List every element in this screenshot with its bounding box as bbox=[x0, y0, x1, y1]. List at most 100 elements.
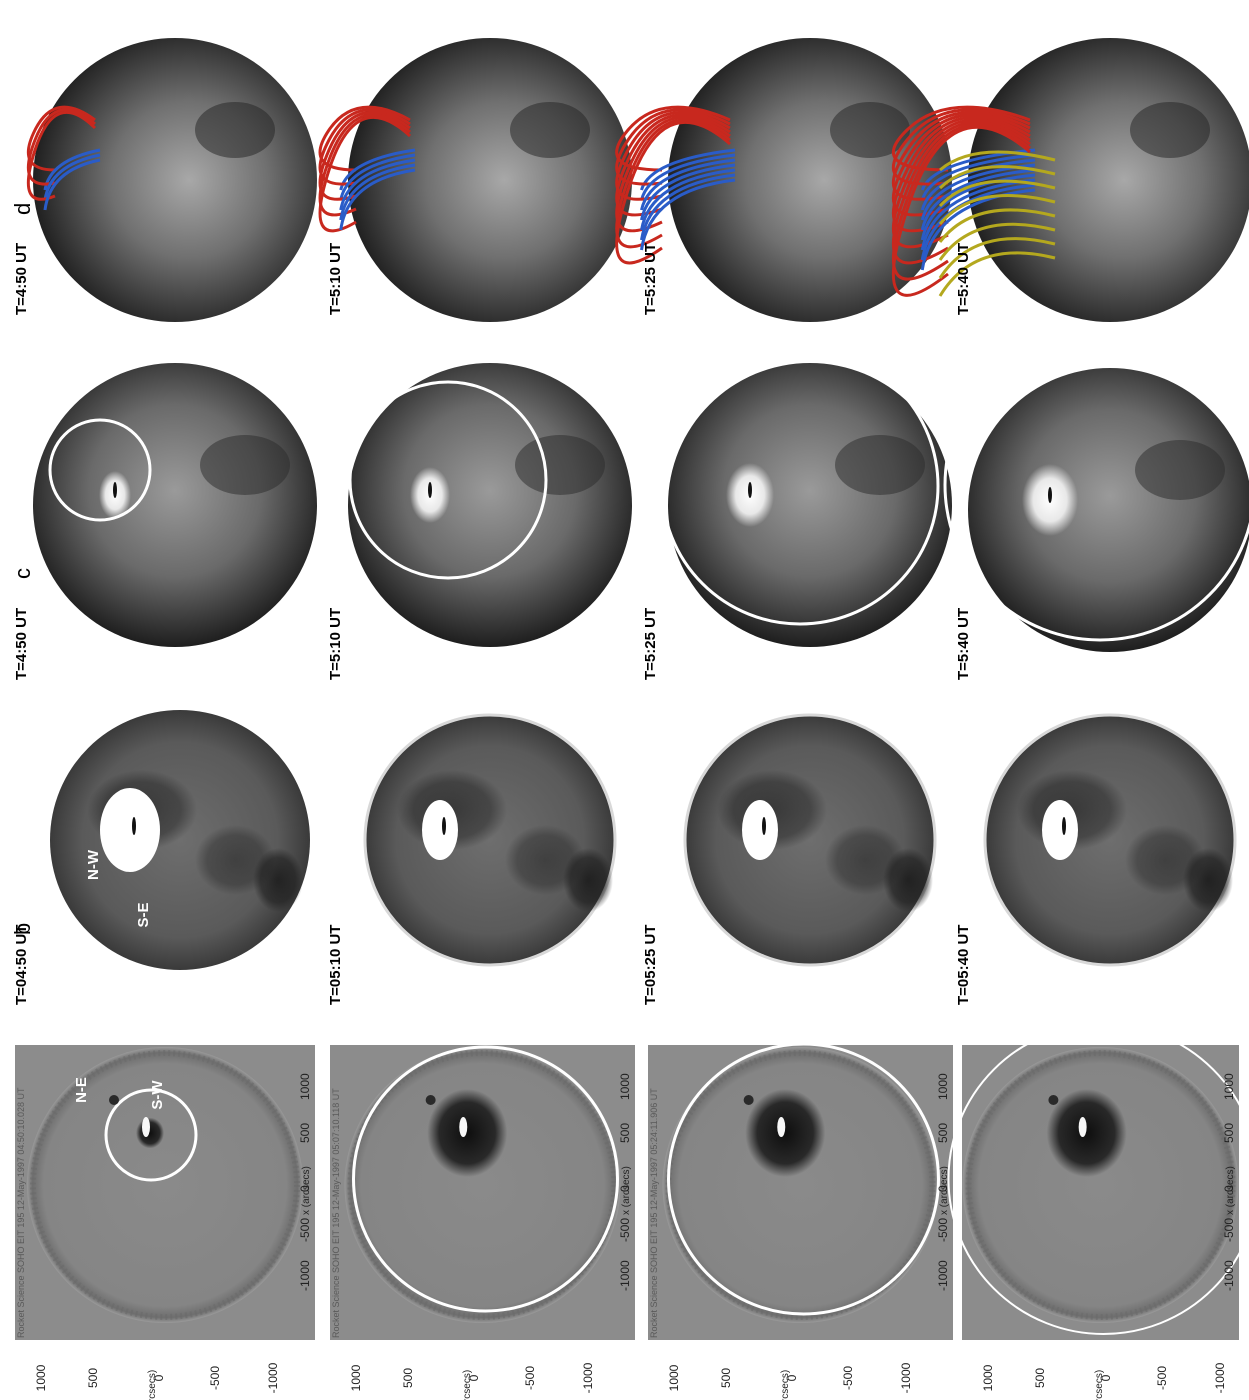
time-label: T=5:40 UT bbox=[955, 243, 972, 315]
region-center bbox=[428, 482, 432, 498]
eit-panel-3: Rocket Science SOHO EIT 195 12-May-1997 … bbox=[648, 1042, 953, 1400]
panel-letter-b: b bbox=[10, 923, 35, 935]
x-tick-label: 0 bbox=[618, 1185, 632, 1192]
limb-noise bbox=[347, 1050, 618, 1320]
dark-feature bbox=[830, 102, 910, 158]
time-label: T=5:10 UT bbox=[327, 608, 344, 680]
eit-axis-strip bbox=[648, 1340, 953, 1392]
dimming-region bbox=[136, 1117, 164, 1149]
limb-speck bbox=[743, 1095, 754, 1105]
flux-rope-line bbox=[891, 120, 1031, 265]
x-axis-title: x (arcsecs) bbox=[621, 1166, 632, 1215]
bright-core bbox=[1042, 800, 1078, 860]
ambient-field-line bbox=[920, 178, 1036, 251]
solar-disk bbox=[662, 1047, 939, 1323]
annotation-sw: S-W bbox=[149, 1080, 166, 1110]
limb-noise bbox=[30, 1050, 300, 1320]
region-center bbox=[1048, 487, 1052, 503]
wave-front-circle bbox=[48, 418, 152, 522]
column-c-simulated-spheres: T=4:50 UT T=5:10 UT T=5:25 UT T=5:40 UT bbox=[13, 328, 1249, 680]
panel-letter-c: c bbox=[10, 568, 35, 579]
dark-feature bbox=[510, 102, 590, 158]
limb-dark-patch bbox=[883, 848, 933, 912]
ambient-field-line bbox=[640, 178, 736, 251]
dark-feature bbox=[835, 435, 925, 495]
ambient-field-line bbox=[920, 173, 1036, 241]
sphere bbox=[668, 363, 952, 647]
x-tick-label: -500 bbox=[1222, 1218, 1236, 1242]
y-tick-label: -500 bbox=[523, 1366, 537, 1390]
sphere bbox=[33, 363, 317, 647]
open-field-line bbox=[938, 165, 1056, 190]
wave-front-circle bbox=[943, 328, 1249, 642]
x-tick-label: -500 bbox=[936, 1218, 950, 1242]
x-tick-label: 0 bbox=[936, 1185, 950, 1192]
bright-core bbox=[100, 788, 160, 872]
limb-ring bbox=[983, 713, 1237, 967]
open-field-line bbox=[939, 150, 1056, 172]
simulated-sphere-4: T=5:40 UT bbox=[943, 328, 1249, 680]
flux-rope-line bbox=[615, 118, 731, 249]
simulated-sphere-3: T=5:25 UT bbox=[642, 346, 952, 680]
x-tick-label: -1000 bbox=[936, 1260, 950, 1291]
wave-front-circle bbox=[667, 1042, 940, 1316]
y-tick-label: 500 bbox=[86, 1368, 100, 1388]
solar-disk bbox=[344, 1047, 621, 1323]
flux-rope-line bbox=[615, 115, 731, 233]
eit-panel-4: 1000 500 0 -500 -1000 x (arcsecs) 1000 500 0 -500… bbox=[947, 1023, 1249, 1400]
sphere bbox=[33, 38, 317, 322]
y-axis-title: Y (arcsecs) bbox=[780, 1370, 791, 1400]
open-field-line bbox=[938, 208, 1056, 243]
field-lines bbox=[891, 105, 1056, 297]
flux-rope-line bbox=[318, 110, 411, 201]
ambient-field-line bbox=[43, 158, 101, 211]
x-tick-label: 1000 bbox=[936, 1073, 950, 1100]
ambient-field-line bbox=[640, 163, 736, 221]
x-tick-label: 500 bbox=[1222, 1123, 1236, 1143]
ambient-field-line bbox=[339, 163, 416, 221]
column-d-field-line-spheres: T=4:50 UT T=5:10 UT T=5:25 UT T=5:40 UT bbox=[13, 38, 1249, 322]
flare-core bbox=[777, 1117, 786, 1137]
dimming-region bbox=[1046, 1089, 1127, 1177]
eit-credit-text: Rocket Science SOHO EIT 195 12-May-1997 … bbox=[649, 1088, 659, 1338]
y-tick-label: 1000 bbox=[981, 1364, 995, 1391]
limb-noise bbox=[965, 1050, 1236, 1320]
wave-front-circle bbox=[352, 1045, 619, 1313]
dark-feature bbox=[1135, 440, 1225, 500]
limb-dark-patch bbox=[563, 848, 613, 912]
field-lines bbox=[615, 105, 736, 265]
x-axis-ticks: 1000 500 0 -500 -1000 bbox=[298, 1073, 312, 1291]
y-tick-label: 0 bbox=[785, 1374, 799, 1381]
ambient-field-line bbox=[339, 168, 416, 231]
y-axis-title: Y (arcsecs) bbox=[1094, 1370, 1105, 1400]
flux-rope-line bbox=[318, 116, 412, 233]
time-label: T=5:40 UT bbox=[955, 608, 972, 680]
x-axis-title: x (arcsecs) bbox=[301, 1166, 312, 1215]
difference-image-4: T=05:40 UT bbox=[955, 713, 1237, 1005]
ambient-field-line bbox=[640, 158, 736, 211]
y-tick-label: 0 bbox=[152, 1374, 166, 1381]
panel-letter-d: d bbox=[10, 203, 35, 215]
time-label: T=05:10 UT bbox=[327, 925, 344, 1005]
bright-core bbox=[742, 800, 778, 860]
ambient-field-line bbox=[339, 153, 416, 201]
flux-rope-line bbox=[26, 105, 96, 172]
solar-disk bbox=[27, 1047, 303, 1323]
dark-feature bbox=[195, 102, 275, 158]
x-tick-label: 0 bbox=[1222, 1185, 1236, 1192]
flux-rope-line bbox=[891, 123, 1031, 281]
y-axis-ticks: 1000 500 0 -500 -1000 bbox=[667, 1362, 913, 1393]
x-tick-label: -1000 bbox=[1222, 1260, 1236, 1291]
flux-rope-line bbox=[615, 113, 731, 217]
difference-image-3: T=05:25 UT bbox=[642, 713, 937, 1005]
flare-core bbox=[459, 1117, 468, 1137]
y-tick-label: 0 bbox=[1099, 1374, 1113, 1381]
x-axis-ticks: 1000 500 0 -500 -1000 bbox=[618, 1073, 632, 1291]
open-field-line bbox=[938, 179, 1056, 208]
y-axis-ticks: 1000 500 0 -500 -1000 bbox=[34, 1362, 280, 1393]
field-line-sphere-1: T=4:50 UT bbox=[13, 38, 317, 322]
limb-ring bbox=[683, 713, 937, 967]
eit-panel-2: Rocket Science SOHO EIT 195 12-May-1997 … bbox=[330, 1045, 635, 1400]
eit-credit-text: Rocket Science SOHO EIT 195 12-May-1997 … bbox=[16, 1087, 26, 1338]
y-tick-label: 1000 bbox=[349, 1364, 363, 1391]
